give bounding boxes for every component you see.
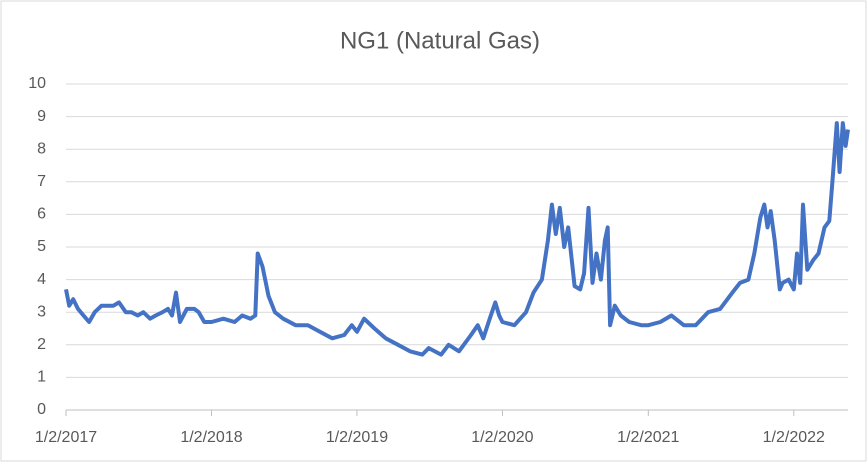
y-tick-label: 6 xyxy=(37,206,46,223)
x-tick-label: 1/2/2022 xyxy=(763,429,825,446)
y-tick-label: 8 xyxy=(37,140,46,157)
y-tick-label: 9 xyxy=(37,108,46,125)
y-tick-label: 5 xyxy=(37,238,46,255)
chart-title: NG1 (Natural Gas) xyxy=(340,27,540,54)
y-tick-label: 0 xyxy=(37,401,46,418)
x-tick-label: 1/2/2018 xyxy=(180,429,242,446)
x-tick-label: 1/2/2020 xyxy=(471,429,533,446)
data-line xyxy=(64,121,850,357)
y-tick-label: 1 xyxy=(37,369,46,386)
y-tick-label: 7 xyxy=(37,173,46,190)
y-tick-label: 2 xyxy=(37,336,46,353)
y-tick-label: 4 xyxy=(37,271,46,288)
x-tick-label: 1/2/2017 xyxy=(35,429,97,446)
y-tick-label: 3 xyxy=(37,303,46,320)
y-tick-label: 10 xyxy=(28,75,46,92)
x-tick-label: 1/2/2019 xyxy=(326,429,388,446)
x-tick-label: 1/2/2021 xyxy=(617,429,679,446)
